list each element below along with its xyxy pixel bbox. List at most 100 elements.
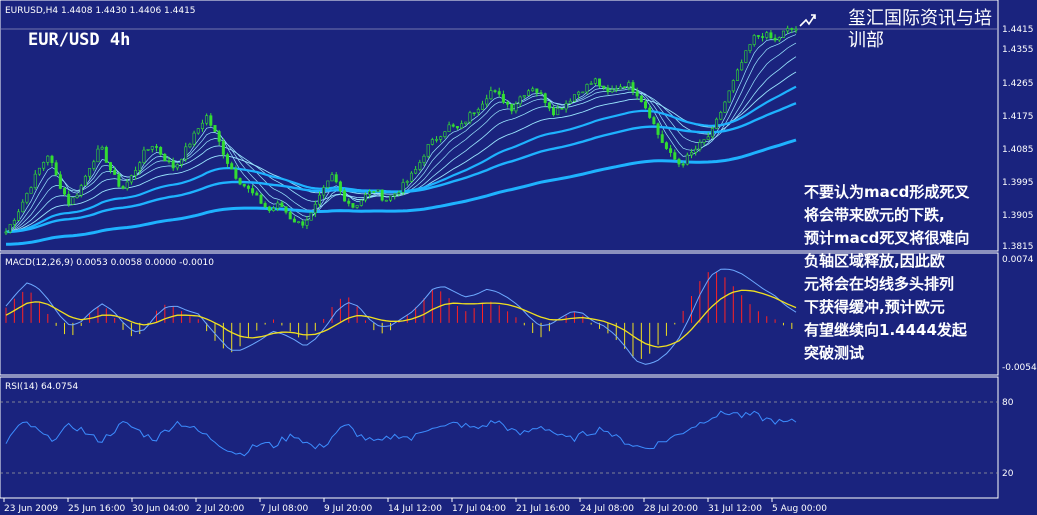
ma-line-21: [5, 56, 797, 233]
candle-body: [506, 101, 510, 105]
candle-body: [644, 101, 648, 109]
commentary-line: 突破测试: [804, 344, 864, 362]
candle-body: [414, 169, 418, 174]
candle-body: [710, 128, 714, 138]
candle-body: [585, 84, 589, 93]
candle-body: [623, 86, 627, 89]
candle-body: [288, 212, 292, 220]
candle-body: [761, 36, 765, 38]
candle-body: [535, 88, 539, 93]
commentary-block: 不要认为macd形成死叉 将会带来欧元的下跌, 预计macd死叉将很难向 负轴区…: [804, 183, 970, 362]
moving-averages: [5, 30, 797, 246]
candle-body: [217, 131, 221, 142]
candle-body: [150, 146, 154, 150]
candle-body: [46, 155, 50, 163]
candle-body: [297, 221, 301, 223]
x-tick-label: 14 Jul 12:00: [388, 504, 442, 514]
price-tick: 1.3905: [1002, 211, 1034, 221]
candle-body: [167, 160, 171, 163]
candle-body: [4, 231, 8, 234]
candle-body: [188, 143, 192, 148]
candle-body: [276, 202, 280, 209]
rsi-tick: 20: [1002, 469, 1014, 479]
candle-body: [493, 90, 497, 92]
candle-body: [83, 175, 87, 186]
candle-body: [134, 170, 138, 176]
candle-body: [648, 107, 652, 118]
candle-body: [117, 174, 121, 187]
candle-body: [230, 163, 234, 170]
candle-body: [618, 86, 622, 90]
candle-body: [313, 203, 317, 214]
candle-body: [25, 193, 29, 203]
price-tick: 1.4355: [1002, 45, 1034, 55]
macd-tick: -0.0054: [1002, 363, 1037, 373]
macd-pane[interactable]: MACD(12,26,9) 0.0053 0.0058 0.0000 -0.00…: [0, 252, 999, 376]
commentary-line: 负轴区域释放,因此欧: [804, 252, 945, 270]
x-tick-label: 2 Jul 20:00: [196, 504, 245, 514]
candle-body: [497, 91, 501, 95]
candle-body: [63, 188, 67, 195]
x-tick-label: 25 Jun 16:00: [68, 504, 125, 514]
candle-body: [213, 125, 217, 132]
price-pane[interactable]: EURUSD,H4 1.4408 1.4430 1.4406 1.4415 EU…: [0, 0, 999, 252]
candle-body: [8, 224, 12, 233]
price-axis: 1.4415 1.4355 1.4265 1.4175 1.4085 1.399…: [1002, 25, 1034, 252]
candle-body: [58, 174, 62, 189]
candle-body: [317, 194, 321, 205]
candle-body: [777, 37, 781, 41]
candle-body: [723, 101, 727, 113]
candle-body: [522, 95, 526, 98]
candle-body: [184, 146, 188, 160]
commentary-line: 预计macd死叉将很难向: [804, 229, 969, 247]
candle-body: [577, 91, 581, 95]
candle-body: [330, 174, 334, 182]
candle-body: [355, 205, 359, 208]
candle-body: [786, 28, 790, 32]
watermark-line-1: 玺汇国际资讯与培: [848, 8, 992, 29]
rsi-header: RSI(14) 64.0754: [5, 382, 78, 392]
candle-body: [660, 134, 664, 143]
candle-body: [735, 69, 739, 81]
candle-body: [372, 191, 376, 193]
candle-body: [171, 160, 175, 169]
candle-body: [368, 191, 372, 195]
macd-header: MACD(12,26,9) 0.0053 0.0058 0.0000 -0.00…: [5, 258, 214, 268]
candle-body: [71, 197, 75, 205]
rsi-pane[interactable]: RSI(14) 64.0754: [0, 376, 999, 499]
candle-body: [426, 144, 430, 157]
candle-body: [451, 124, 455, 127]
candle-body: [393, 193, 397, 197]
candle-body: [606, 87, 610, 93]
candle-body: [309, 212, 313, 221]
candle-body: [681, 163, 685, 166]
commentary-line: 下获得缓冲,预计欧元: [804, 298, 945, 316]
candle-body: [439, 136, 443, 140]
candle-body: [685, 154, 689, 165]
macd-signal-line: [5, 289, 797, 348]
candle-body: [163, 154, 167, 162]
candle-body: [67, 193, 71, 205]
candle-body: [719, 112, 723, 120]
candle-body: [96, 148, 100, 163]
candle-body: [267, 206, 271, 212]
price-tick: 1.3995: [1002, 178, 1034, 188]
candle-body: [129, 175, 133, 183]
candle-body: [409, 172, 413, 182]
candle-body: [280, 202, 284, 207]
candle-body: [301, 221, 305, 226]
candle-body: [656, 123, 660, 135]
candle-body: [602, 85, 606, 89]
candle-body: [138, 162, 142, 171]
price-tick: 1.4415: [1002, 25, 1034, 35]
candle-body: [180, 158, 184, 165]
candle-body: [401, 182, 405, 193]
candle-body: [338, 181, 342, 192]
candle-body: [292, 218, 296, 223]
candle-body: [75, 194, 79, 198]
candle-body: [42, 162, 46, 169]
candle-body: [443, 131, 447, 137]
candle-body: [510, 103, 514, 112]
candle-body: [531, 88, 535, 92]
commentary-line: 有望继续向1.4444发起: [804, 321, 968, 339]
